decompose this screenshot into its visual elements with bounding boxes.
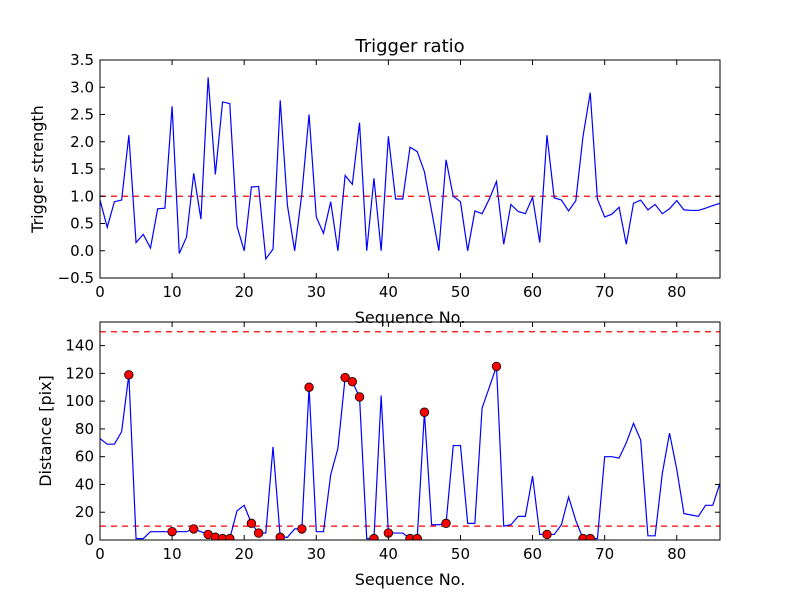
data-point-marker	[412, 533, 422, 540]
x-tick-label: 60	[523, 283, 542, 301]
y-tick-label: 100	[65, 392, 94, 410]
data-point-marker	[542, 529, 552, 540]
x-tick-label: 70	[595, 545, 614, 563]
x-tick-label: 30	[307, 545, 326, 563]
y-tick-label: 120	[65, 364, 94, 382]
data-point-marker	[253, 528, 264, 538]
x-tick-label: 40	[379, 283, 398, 301]
distance-x-axis-label: Sequence No.	[355, 570, 466, 589]
x-tick-label: 50	[451, 283, 470, 301]
y-tick-label: 1.0	[70, 187, 94, 205]
data-point-marker	[275, 532, 285, 540]
x-tick-label: 70	[595, 283, 614, 301]
y-tick-label: 3.0	[70, 78, 94, 96]
x-tick-label: 60	[523, 545, 542, 563]
data-point-marker	[585, 533, 595, 540]
plot-clip-group	[100, 77, 720, 261]
y-tick-label: −0.5	[58, 269, 94, 287]
data-point-marker	[304, 382, 314, 392]
x-tick-label: 10	[163, 283, 182, 301]
data-point-marker	[347, 377, 358, 387]
x-tick-label: 10	[163, 545, 182, 563]
data-point-marker	[354, 392, 365, 402]
x-tick-label: 30	[307, 283, 326, 301]
trigger-y-axis-label: Trigger strength	[28, 105, 47, 234]
data-point-marker	[225, 533, 235, 540]
distance-axes-frame	[99, 321, 721, 541]
data-point-marker	[189, 524, 199, 534]
y-tick-label: 60	[75, 448, 94, 466]
trigger-x-axis-label: Sequence No.	[355, 308, 466, 327]
y-tick-label: 2.5	[70, 106, 94, 124]
data-point-marker	[297, 524, 307, 534]
y-tick-label: 80	[75, 420, 94, 438]
x-tick-label: 80	[667, 545, 686, 563]
y-tick-label: 1.5	[70, 160, 94, 178]
data-point-marker	[491, 361, 502, 372]
distance-chart: 0 10 20 30 40 50 60 70 80 0 20 40 60 80 100 120 140 Sequ…	[36, 321, 721, 589]
plot-clip-group	[100, 331, 720, 540]
y-tick-label: 0.0	[70, 242, 94, 260]
data-point-marker	[167, 526, 177, 537]
distance-plot-area	[100, 331, 720, 540]
series-line	[100, 77, 720, 261]
x-tick-label: 0	[95, 545, 105, 563]
chart-title: Trigger ratio	[354, 36, 464, 57]
x-tick-label: 50	[451, 545, 470, 563]
trigger-plot-area	[100, 77, 720, 261]
y-tick-label: 0.5	[70, 215, 94, 233]
x-tick-label: 20	[235, 283, 254, 301]
x-tick-label: 40	[379, 545, 398, 563]
trigger-ratio-chart: Trigger ratio 0 10 20 30 40 50 60 70 80 −0.5 0.0 0.…	[28, 36, 721, 327]
y-tick-label: 2.0	[70, 133, 94, 151]
y-tick-label: 0	[84, 531, 94, 549]
data-point-marker	[369, 533, 379, 540]
distance-axis-ticks: 0 10 20 30 40 50 60 70 80 0 20 40 60 80 100 120 140	[65, 322, 720, 563]
data-point-marker	[419, 407, 430, 417]
x-tick-label: 0	[95, 283, 105, 301]
y-tick-label: 3.5	[70, 51, 94, 69]
x-tick-label: 20	[235, 545, 254, 563]
data-point-marker	[246, 518, 257, 529]
trigger-axis-ticks: 0 10 20 30 40 50 60 70 80 −0.5 0.0 0.5 1.0 1.5 2.0 2.5 3…	[58, 51, 720, 301]
data-point-marker	[441, 518, 451, 529]
y-tick-label: 40	[75, 475, 94, 493]
data-point-marker	[124, 370, 134, 380]
y-tick-label: 20	[75, 503, 94, 521]
x-tick-label: 80	[667, 283, 686, 301]
distance-y-axis-label: Distance [pix]	[36, 375, 55, 487]
y-tick-label: 140	[65, 337, 94, 355]
data-point-marker	[340, 372, 350, 383]
